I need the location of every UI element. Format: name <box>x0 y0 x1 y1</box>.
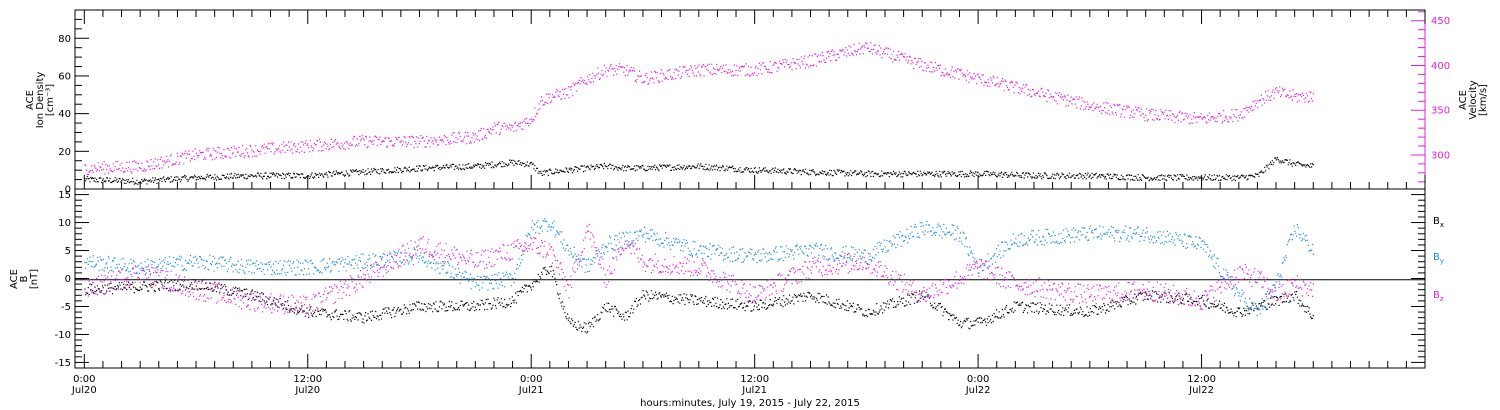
x-axis-title: hours:minutes, July 19, 2015 - July 22, … <box>640 398 860 409</box>
bottom-tick-label: 0 <box>65 274 71 285</box>
x-tick-label-time: 12:00 <box>1187 374 1216 385</box>
top-left-ylabel-line1: ACE <box>25 90 36 110</box>
bottom-tick-label: -15 <box>55 358 71 369</box>
top-right-ylabel-line3: [km/s] <box>1478 84 1489 116</box>
bottom-ylabel-line1: ACE <box>9 269 20 289</box>
bottom-tick-label: 15 <box>58 190 71 201</box>
ion-density-series <box>84 156 1314 185</box>
bottom-tick-label: 10 <box>58 218 71 229</box>
legend-entry-y: By <box>1433 252 1444 265</box>
x-tick-label-time: 0:00 <box>73 374 95 385</box>
x-tick-label-date: Jul20 <box>71 385 97 396</box>
bottom-ylabel-line3: [nT] <box>29 269 40 289</box>
x-tick-label-date: Jul22 <box>965 385 991 396</box>
x-tick-label-date: Jul21 <box>518 385 544 396</box>
x-tick-label-time: 12:00 <box>293 374 322 385</box>
legend-entry-z: Bz <box>1433 290 1444 303</box>
ticks-layer: 020406080300350400450-15-10-50510150:00J… <box>55 9 1450 396</box>
top-right-tick-label: 400 <box>1431 61 1450 72</box>
bz-series <box>84 223 1314 316</box>
top-left-tick-label: 0 <box>65 185 71 196</box>
top-left-ylabel-line3: [cm⁻³] <box>45 84 56 116</box>
x-tick-label-date: Jul20 <box>294 385 320 396</box>
x-tick-label-date: Jul22 <box>1188 385 1214 396</box>
top-left-ylabel-line2: Ion Density <box>35 72 46 129</box>
top-left-tick-label: 20 <box>58 147 71 158</box>
bottom-tick-label: -5 <box>61 302 71 313</box>
x-tick-label-time: 0:00 <box>967 374 989 385</box>
top-left-tick-label: 80 <box>58 34 71 45</box>
top-panel-frame <box>74 9 1426 190</box>
top-left-tick-label: 60 <box>58 71 71 82</box>
top-right-tick-label: 450 <box>1431 16 1450 27</box>
top-right-ylabel-line2: Velocity <box>1468 80 1479 119</box>
x-tick-label-date: Jul21 <box>741 385 767 396</box>
bottom-tick-label: -10 <box>55 330 71 341</box>
data-layer <box>84 42 1314 334</box>
x-tick-label-time: 12:00 <box>740 374 769 385</box>
top-right-tick-label: 350 <box>1431 106 1450 117</box>
top-right-ylabel-line1: ACE <box>1458 90 1469 110</box>
top-right-tick-label: 300 <box>1431 150 1450 161</box>
by-series <box>84 218 1314 317</box>
legend-entry-x: Bx <box>1433 216 1444 229</box>
x-tick-label-time: 0:00 <box>520 374 542 385</box>
bottom-ylabel-line2: B <box>19 275 30 282</box>
velocity-series <box>84 42 1314 176</box>
top-left-tick-label: 40 <box>58 109 71 120</box>
bottom-tick-label: 5 <box>65 246 71 257</box>
legend-layer: Bx By Bz <box>1433 216 1444 303</box>
